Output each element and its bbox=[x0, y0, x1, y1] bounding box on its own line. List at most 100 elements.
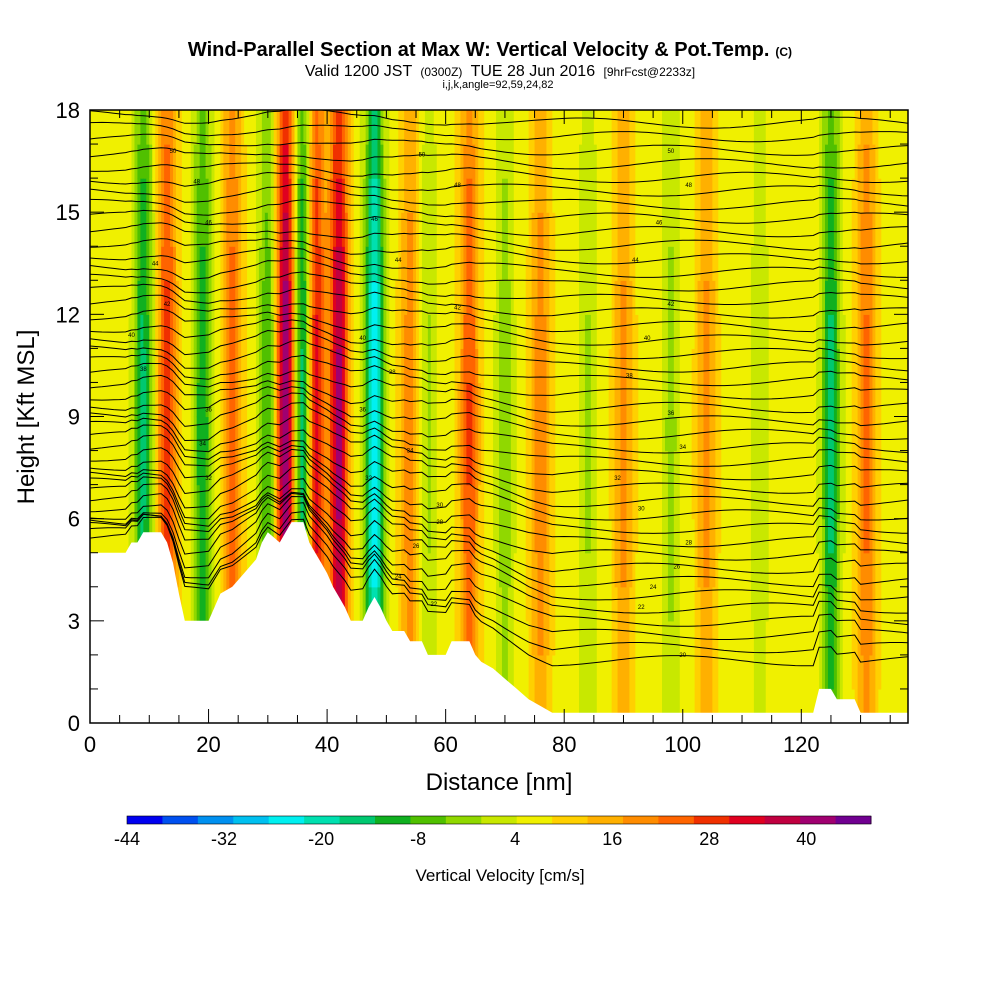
velocity-cell bbox=[768, 246, 773, 281]
velocity-cell bbox=[439, 518, 444, 554]
velocity-cell bbox=[276, 280, 281, 315]
velocity-cell bbox=[193, 280, 198, 315]
velocity-cell bbox=[457, 450, 462, 486]
velocity-cell bbox=[235, 110, 239, 145]
velocity-cell bbox=[573, 620, 577, 656]
velocity-cell bbox=[860, 280, 865, 315]
velocity-cell bbox=[561, 280, 565, 315]
velocity-cell bbox=[747, 654, 752, 690]
velocity-cell bbox=[733, 620, 737, 656]
velocity-cell bbox=[667, 688, 672, 723]
velocity-cell bbox=[712, 144, 716, 179]
velocity-cell bbox=[401, 246, 405, 281]
velocity-cell bbox=[632, 586, 636, 622]
velocity-cell bbox=[771, 212, 776, 247]
velocity-cell bbox=[181, 382, 186, 418]
velocity-cell bbox=[540, 348, 545, 384]
velocity-cell bbox=[552, 484, 556, 520]
velocity-cell bbox=[469, 518, 473, 554]
velocity-cell bbox=[676, 586, 681, 622]
velocity-cell bbox=[472, 586, 476, 622]
velocity-cell bbox=[214, 110, 219, 145]
velocity-cell bbox=[599, 552, 604, 588]
velocity-cell bbox=[312, 212, 316, 247]
velocity-cell bbox=[673, 416, 678, 452]
velocity-cell bbox=[377, 246, 382, 281]
velocity-cell bbox=[513, 144, 518, 179]
velocity-cell bbox=[330, 178, 334, 213]
velocity-cell bbox=[662, 552, 666, 588]
velocity-cell bbox=[570, 688, 574, 723]
velocity-cell bbox=[664, 246, 669, 281]
velocity-cell bbox=[765, 144, 770, 179]
velocity-cell bbox=[543, 450, 548, 486]
velocity-cell bbox=[457, 110, 462, 145]
velocity-cell bbox=[629, 314, 633, 349]
velocity-cell bbox=[383, 518, 387, 554]
velocity-cell bbox=[875, 110, 879, 145]
velocity-cell bbox=[250, 348, 254, 384]
velocity-cell bbox=[854, 654, 859, 690]
velocity-cell bbox=[499, 314, 503, 349]
velocity-cell bbox=[368, 518, 373, 554]
velocity-cell bbox=[596, 654, 601, 690]
velocity-cell bbox=[448, 416, 453, 452]
velocity-cell bbox=[424, 416, 429, 452]
velocity-cell bbox=[884, 450, 888, 486]
velocity-cell bbox=[771, 518, 776, 554]
velocity-cell bbox=[466, 178, 470, 213]
velocity-cell bbox=[427, 178, 432, 213]
velocity-cell bbox=[128, 314, 133, 349]
velocity-cell bbox=[659, 484, 663, 520]
velocity-cell bbox=[140, 484, 144, 520]
velocity-cell bbox=[531, 518, 536, 554]
velocity-cell bbox=[872, 654, 876, 690]
velocity-cell bbox=[587, 688, 592, 723]
velocity-cell bbox=[753, 280, 758, 315]
velocity-cell bbox=[700, 484, 705, 520]
velocity-cell bbox=[110, 110, 115, 145]
velocity-cell bbox=[608, 314, 613, 349]
velocity-cell bbox=[418, 518, 423, 554]
velocity-cell bbox=[155, 314, 159, 349]
velocity-cell bbox=[608, 280, 613, 315]
velocity-cell bbox=[798, 110, 802, 145]
velocity-cell bbox=[448, 518, 453, 554]
velocity-cell bbox=[321, 518, 325, 554]
velocity-cell bbox=[472, 314, 476, 349]
velocity-cell bbox=[659, 382, 663, 418]
velocity-cell bbox=[813, 280, 817, 315]
velocity-cell bbox=[104, 144, 109, 179]
velocity-cell bbox=[490, 314, 494, 349]
velocity-cell bbox=[679, 382, 684, 418]
velocity-cell bbox=[715, 212, 719, 247]
velocity-cell bbox=[193, 586, 198, 622]
velocity-cell bbox=[792, 348, 796, 384]
velocity-cell bbox=[460, 348, 465, 384]
velocity-cell bbox=[599, 654, 604, 690]
velocity-cell bbox=[685, 348, 690, 384]
velocity-cell bbox=[747, 382, 752, 418]
velocity-cell bbox=[653, 280, 657, 315]
velocity-cell bbox=[110, 246, 115, 281]
velocity-cell bbox=[742, 212, 746, 247]
velocity-cell bbox=[199, 586, 204, 622]
velocity-cell bbox=[653, 144, 657, 179]
velocity-cell bbox=[830, 178, 835, 213]
velocity-cell bbox=[330, 280, 334, 315]
velocity-cell bbox=[801, 620, 805, 656]
velocity-cell bbox=[528, 212, 533, 247]
velocity-cell bbox=[291, 382, 296, 418]
velocity-cell bbox=[564, 518, 568, 554]
velocity-cell bbox=[395, 212, 399, 247]
velocity-cell bbox=[410, 620, 414, 656]
velocity-cell bbox=[238, 518, 242, 554]
velocity-cell bbox=[593, 280, 598, 315]
velocity-cell bbox=[193, 450, 198, 486]
velocity-cell bbox=[110, 416, 115, 452]
velocity-cell bbox=[605, 382, 610, 418]
velocity-cell bbox=[596, 280, 601, 315]
velocity-cell bbox=[863, 280, 868, 315]
velocity-cell bbox=[282, 450, 287, 486]
velocity-cell bbox=[682, 280, 687, 315]
